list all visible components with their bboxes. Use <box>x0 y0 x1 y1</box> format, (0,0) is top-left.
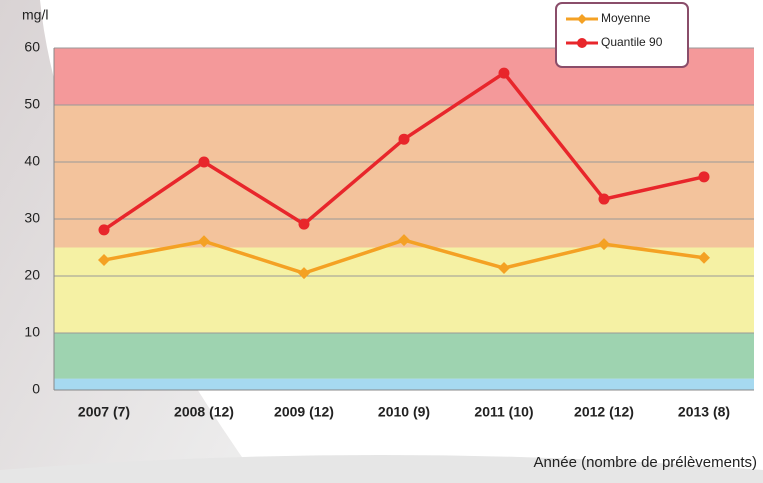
data-point <box>598 193 610 205</box>
y-tick-label: 40 <box>24 153 40 169</box>
data-point <box>98 254 110 267</box>
data-point <box>198 156 210 168</box>
y-tick-label: 10 <box>24 324 40 340</box>
threshold-band <box>54 333 754 379</box>
x-tick-label: 2008 (12) <box>174 404 234 420</box>
legend-marker <box>577 38 587 48</box>
x-axis-label: Année (nombre de prélèvements) <box>534 454 757 471</box>
data-point <box>198 235 210 248</box>
data-point <box>498 262 510 275</box>
threshold-band <box>54 247 754 333</box>
data-point <box>698 251 710 264</box>
data-point <box>498 67 510 79</box>
data-point <box>298 267 310 280</box>
data-point <box>298 218 310 230</box>
data-point <box>598 238 610 251</box>
plot-area <box>54 47 754 391</box>
x-tick-label: 2012 (12) <box>574 404 634 420</box>
legend-label: Moyenne <box>601 11 651 25</box>
y-tick-label: 50 <box>24 96 40 112</box>
data-point <box>398 234 410 247</box>
data-point <box>398 133 410 145</box>
y-tick-label: 0 <box>32 381 40 397</box>
y-tick-label: 20 <box>24 267 40 283</box>
x-tick-label: 2009 (12) <box>274 404 334 420</box>
legend-marker <box>577 14 587 24</box>
x-tick-label: 2007 (7) <box>78 404 130 420</box>
y-tick-label: 60 <box>24 39 40 55</box>
y-axis-label: mg/l <box>22 7 48 23</box>
x-tick-label: 2013 (8) <box>678 404 730 420</box>
threshold-band <box>54 105 754 248</box>
background-shape <box>0 455 763 483</box>
threshold-band <box>54 378 754 390</box>
x-tick-label: 2011 (10) <box>474 404 533 420</box>
data-point <box>98 224 110 236</box>
y-tick-label: 30 <box>24 210 40 226</box>
x-tick-label: 2010 (9) <box>378 404 430 420</box>
data-point <box>698 171 710 183</box>
legend-label: Quantile 90 <box>601 35 663 49</box>
